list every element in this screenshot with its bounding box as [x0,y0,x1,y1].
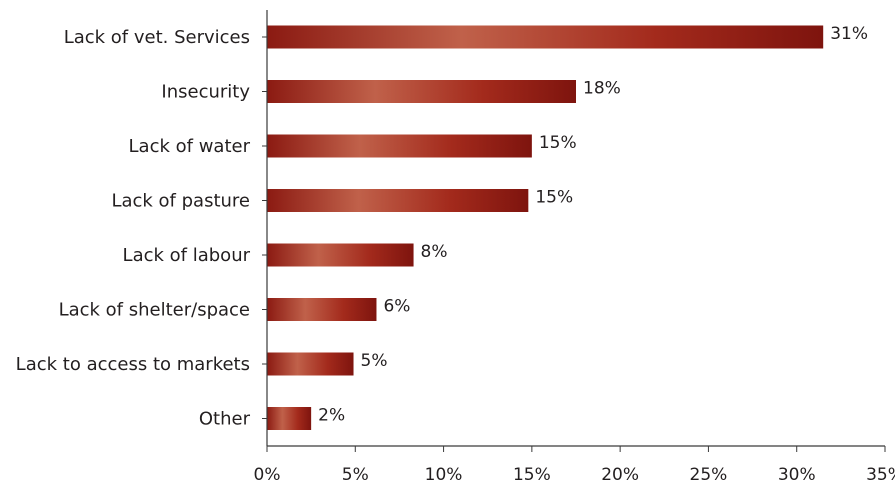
bar-5 [267,298,377,321]
x-tick-label-3: 15% [513,465,551,485]
value-label-3: 15% [535,188,573,208]
bar-0 [267,25,824,49]
bars-layer [267,25,824,430]
category-label-1: Insecurity [161,82,250,103]
category-label-6: Lack to access to markets [16,354,250,375]
value-label-2: 15% [539,133,577,153]
value-label-0: 31% [830,24,868,44]
category-label-4: Lack of labour [123,245,251,266]
value-labels: 31% 18% 15% 15% 8% 6% 5% 2% [318,24,868,426]
x-tick-label-7: 35% [866,465,895,485]
category-label-0: Lack of vet. Services [64,27,250,48]
bar-1 [267,80,576,103]
bar-4 [267,243,414,267]
value-label-5: 6% [383,297,410,317]
x-tick-label-4: 20% [601,465,639,485]
x-axis: 0% 5% 10% 15% 20% 25% 30% 35% [254,10,895,485]
category-labels: Lack of vet. Services Insecurity Lack of w… [16,27,251,430]
category-label-5: Lack of shelter/space [59,300,250,321]
bar-6 [267,352,354,376]
x-tick-label-1: 5% [342,465,369,485]
value-label-7: 2% [318,406,345,426]
x-tick-label-6: 30% [778,465,816,485]
value-label-1: 18% [583,79,621,99]
value-label-6: 5% [361,351,388,371]
x-tick-label-5: 25% [690,465,728,485]
value-label-4: 8% [421,242,448,262]
bar-7 [267,407,312,430]
bar-3 [267,189,529,212]
category-label-3: Lack of pasture [111,191,250,212]
x-tick-label-2: 10% [425,465,463,485]
bar-2 [267,134,532,158]
category-label-7: Other [199,409,251,430]
x-tick-label-0: 0% [254,465,281,485]
category-label-2: Lack of water [129,136,251,157]
